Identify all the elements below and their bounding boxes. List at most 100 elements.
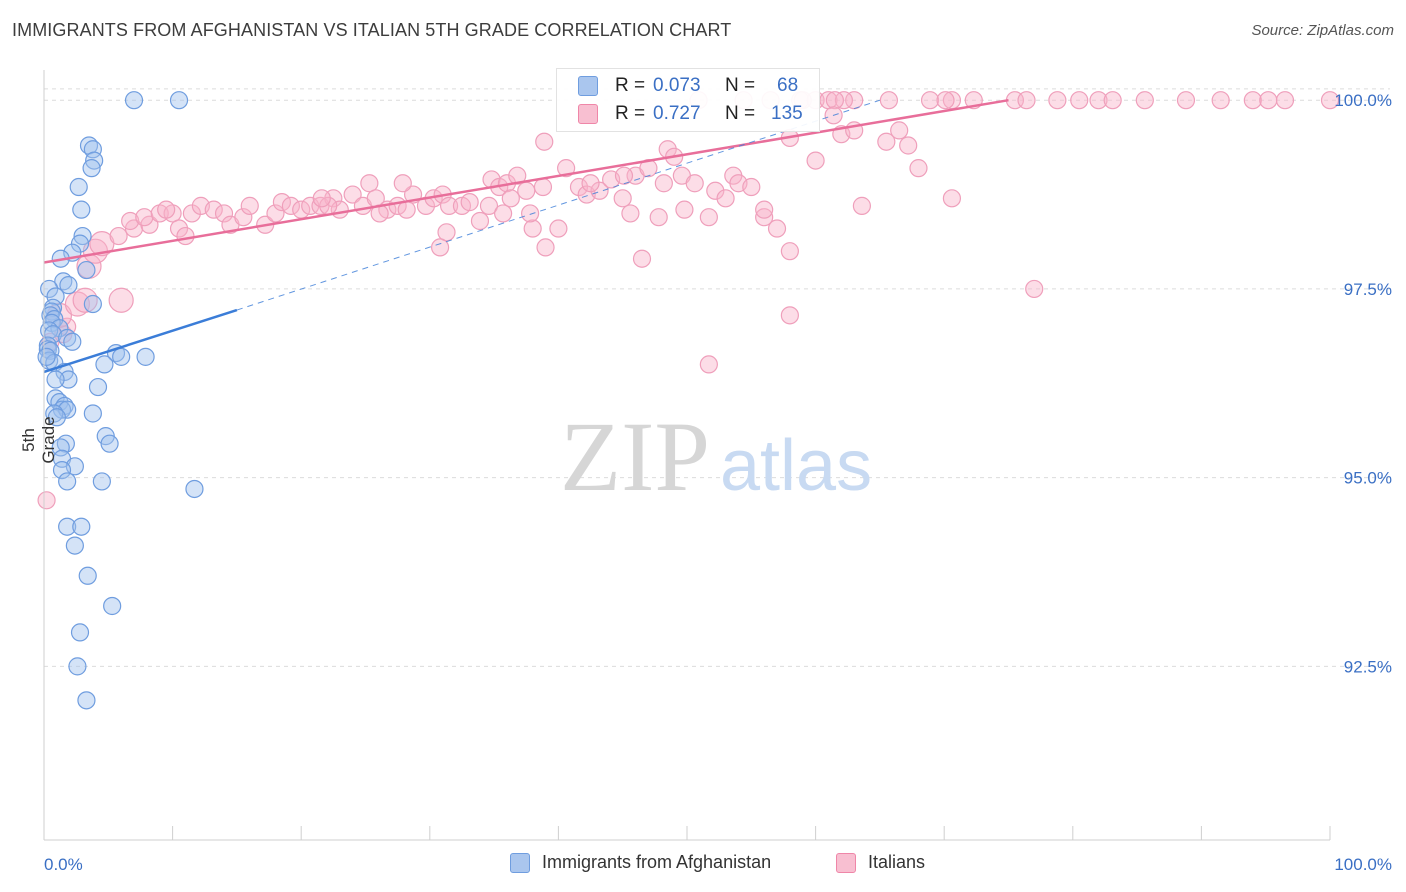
point-italians	[632, 249, 652, 268]
bottom-legend: Immigrants from Afghanistan Italians	[0, 852, 1406, 876]
point-afghanistan	[59, 370, 78, 389]
point-italians	[470, 211, 490, 231]
point-italians	[1176, 91, 1196, 110]
point-italians	[393, 174, 412, 193]
point-afghanistan	[47, 408, 66, 427]
point-afghanistan	[88, 377, 108, 397]
point-afghanistan	[124, 91, 144, 110]
point-italians	[37, 491, 56, 510]
point-italians	[899, 136, 918, 155]
point-italians	[343, 185, 362, 204]
point-afghanistan	[58, 472, 77, 491]
point-afghanistan	[58, 517, 77, 536]
point-italians	[699, 355, 718, 374]
point-italians	[581, 174, 600, 193]
watermark-atlas: atlas	[720, 426, 872, 506]
point-italians	[312, 189, 331, 208]
legend-swatch-pink	[836, 852, 856, 873]
trend-line-afghanistan-extension	[236, 99, 881, 311]
point-italians	[742, 177, 761, 197]
point-afghanistan	[70, 623, 90, 642]
point-italians	[716, 189, 735, 208]
point-italians	[755, 200, 774, 219]
x-tick-label: 100.0%	[1334, 855, 1392, 874]
point-italians	[780, 242, 799, 261]
point-italians	[936, 91, 955, 110]
stats-n-value: 135	[771, 103, 803, 124]
point-italians	[360, 174, 379, 193]
point-afghanistan	[136, 347, 155, 366]
point-afghanistan	[46, 287, 65, 306]
point-italians	[521, 204, 540, 223]
point-italians	[1048, 91, 1067, 110]
point-italians	[909, 159, 928, 178]
point-italians	[1211, 91, 1230, 110]
stats-r-value: 0.727	[653, 103, 701, 124]
point-afghanistan	[77, 260, 96, 280]
legend-swatch-blue	[510, 852, 530, 873]
point-italians	[685, 174, 704, 193]
legend-item-afghanistan[interactable]: Immigrants from Afghanistan	[510, 852, 771, 873]
point-afghanistan	[103, 596, 122, 616]
point-italians	[1275, 91, 1295, 110]
stats-row-blue: R = 0.073 N = 68	[578, 74, 799, 98]
legend-item-italians[interactable]: Italians	[836, 852, 925, 873]
chart-title: IMMIGRANTS FROM AFGHANISTAN VS ITALIAN 5…	[12, 20, 732, 40]
stats-row-pink: R = 0.727 N = 135	[578, 102, 803, 126]
point-italians	[135, 208, 154, 227]
point-italians	[517, 181, 536, 200]
point-afghanistan	[95, 355, 114, 374]
point-italians	[1025, 279, 1044, 299]
point-afghanistan	[82, 159, 101, 178]
point-italians	[1243, 91, 1262, 110]
stats-r-label: R =	[615, 75, 646, 96]
point-italians	[699, 208, 718, 227]
point-italians	[439, 196, 459, 215]
watermark-zip: ZIP	[560, 401, 710, 512]
point-afghanistan	[65, 536, 84, 555]
point-afghanistan	[59, 276, 78, 295]
point-italians	[654, 174, 673, 193]
point-italians	[234, 208, 253, 227]
point-italians	[533, 177, 553, 197]
stats-swatch-blue	[578, 76, 598, 96]
point-italians	[1017, 91, 1036, 110]
trend-line-afghanistan	[43, 308, 238, 374]
legend-label-afghanistan: Immigrants from Afghanistan	[542, 852, 772, 872]
stats-swatch-pink	[578, 104, 598, 124]
point-italians	[204, 200, 223, 219]
trend-line-italians	[43, 98, 1009, 264]
point-italians	[535, 132, 554, 151]
point-italians	[501, 189, 520, 208]
point-italians	[806, 151, 825, 170]
point-italians	[64, 291, 91, 317]
point-italians	[281, 196, 301, 215]
point-italians	[121, 211, 140, 231]
stats-legend: R = 0.073 N = 68 R = 0.727 N = 135	[556, 68, 820, 132]
stats-r-label: R =	[615, 103, 646, 124]
legend-label-italians: Italians	[868, 852, 926, 872]
point-italians	[675, 200, 694, 219]
stats-r-value: 0.073	[653, 75, 701, 96]
point-italians	[494, 204, 513, 223]
stats-n-value: 68	[777, 75, 799, 96]
point-italians	[614, 166, 634, 185]
point-italians	[942, 189, 962, 208]
point-italians	[569, 177, 589, 197]
point-italians	[1259, 91, 1278, 110]
stats-n-label: N =	[725, 75, 756, 96]
point-afghanistan	[68, 657, 87, 676]
y-axis-label: 5th Grade	[19, 416, 58, 464]
point-italians	[479, 196, 499, 215]
point-italians	[755, 208, 774, 227]
point-italians	[780, 306, 799, 325]
point-italians	[108, 287, 134, 313]
point-italians	[549, 219, 568, 238]
point-afghanistan	[100, 434, 119, 453]
point-italians	[879, 91, 899, 110]
stats-n-label: N =	[725, 103, 756, 124]
point-italians	[877, 132, 896, 151]
source-credit: Source: ZipAtlas.com	[1251, 22, 1394, 39]
y-tick-label: 97.5%	[1344, 280, 1392, 299]
